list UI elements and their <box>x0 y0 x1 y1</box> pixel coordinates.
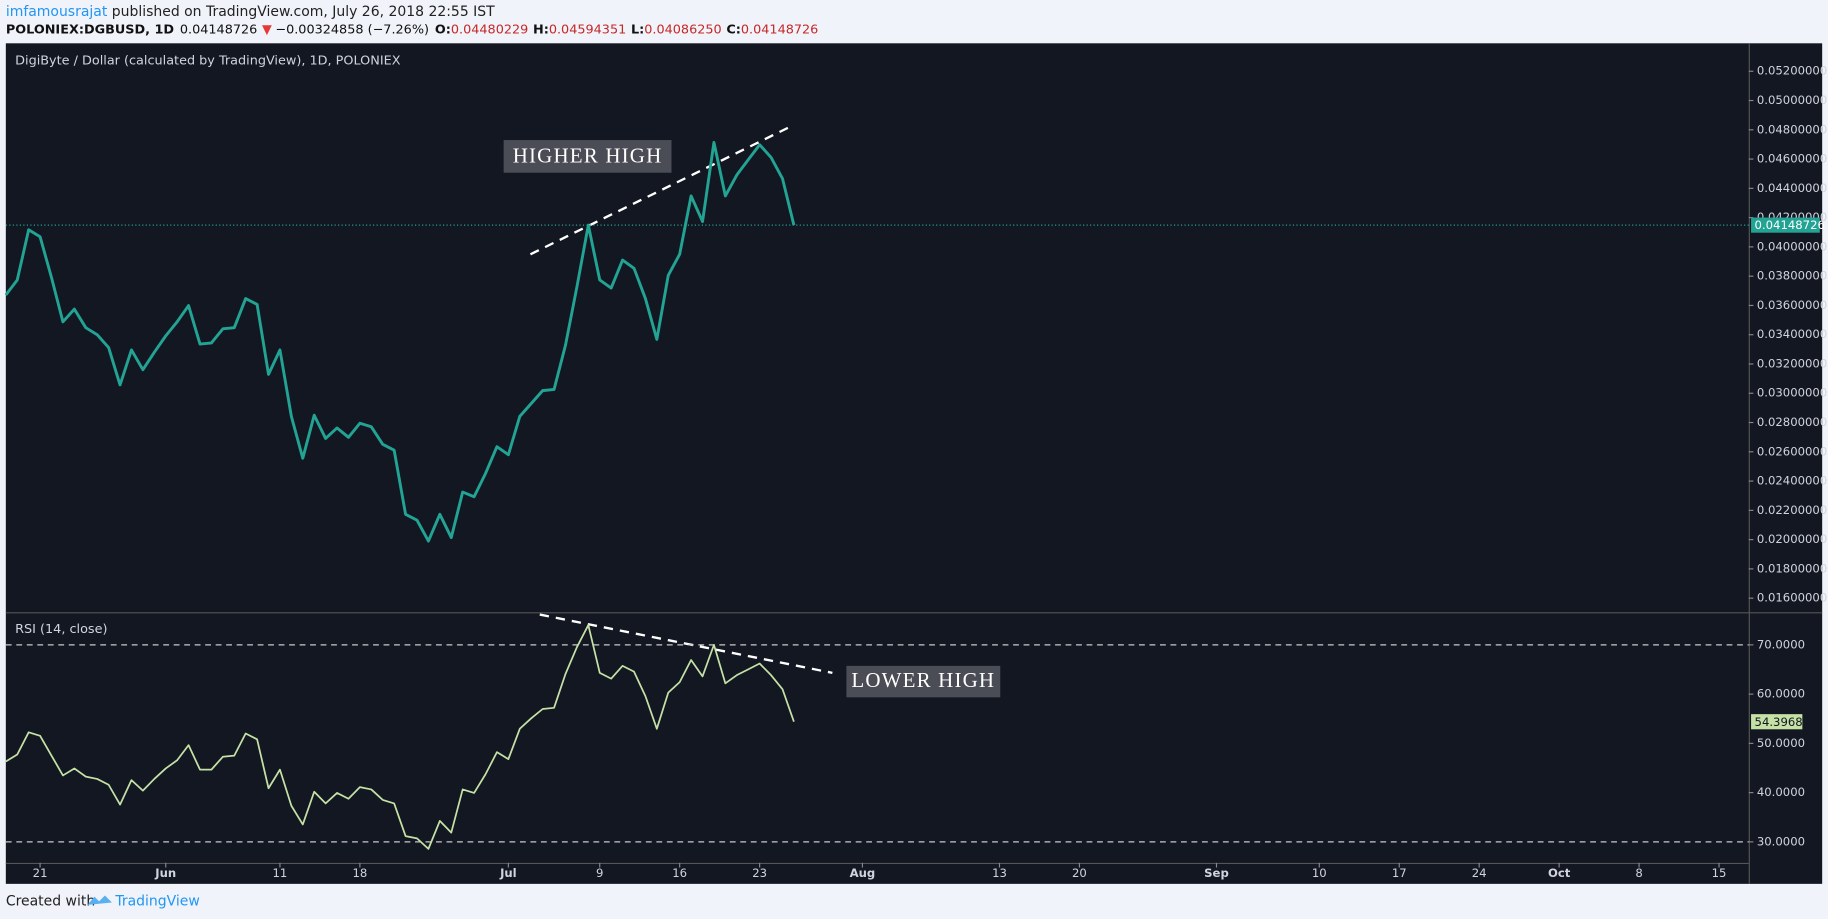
pane-title: DigiByte / Dollar (calculated by Trading… <box>15 53 401 68</box>
x-tick-label: 18 <box>352 866 367 880</box>
symbol: POLONIEX:DGBUSD, 1D <box>6 22 174 37</box>
ohlc-line: POLONIEX:DGBUSD, 1D 0.04148726 ▼ −0.0032485… <box>6 22 819 37</box>
footer-text: Created with <box>6 893 95 909</box>
chart-area <box>5 43 1823 884</box>
y-tick-label: 0.03000000 <box>1757 386 1827 400</box>
x-tick-label: Aug <box>850 866 876 880</box>
x-tick-label: 16 <box>672 866 687 880</box>
annotation: HIGHER HIGH <box>513 143 663 167</box>
x-tick-label: Oct <box>1548 866 1571 880</box>
y-tick-label: 0.02200000 <box>1757 503 1827 517</box>
o-label: O: <box>435 22 451 37</box>
author[interactable]: imfamousrajat <box>6 4 108 20</box>
y-tick-label: 0.04600000 <box>1757 152 1827 166</box>
x-tick-label: 21 <box>33 866 48 880</box>
y-tick-label: 0.05200000 <box>1757 64 1827 78</box>
high: 0.04594351 <box>549 22 626 37</box>
x-tick-label: Jul <box>499 866 517 880</box>
y-tick-label: 0.03600000 <box>1757 298 1827 312</box>
y-tick-label: 0.03200000 <box>1757 356 1827 370</box>
y-tick-label: 0.04000000 <box>1757 239 1827 253</box>
y-tick-label: 50.0000 <box>1757 736 1805 750</box>
y-tick-label: 0.02000000 <box>1757 532 1827 546</box>
series-line <box>5 624 795 850</box>
y-tick-label: 0.04800000 <box>1757 122 1827 136</box>
last: 0.04148726 <box>180 22 257 37</box>
l-label: L: <box>631 22 644 37</box>
x-tick-label: 20 <box>1072 866 1087 880</box>
plots: 0.01600000 0.01800000 0.02000000 0.02200000… <box>4 64 1827 880</box>
logo <box>87 895 112 905</box>
annotation: LOWER HIGH <box>851 668 995 692</box>
x-tick-label: 11 <box>273 866 288 880</box>
published: published on TradingView.com, July 26, 2… <box>107 4 495 20</box>
x-tick-label: 17 <box>1392 866 1407 880</box>
open: 0.04480229 <box>451 22 528 37</box>
low: 0.04086250 <box>644 22 721 37</box>
x-tick-label: Sep <box>1204 866 1229 880</box>
change: −0.00324858 (−7.26%) <box>275 22 429 37</box>
y-tick-label: 0.02400000 <box>1757 474 1827 488</box>
x-tick-label: 23 <box>752 866 767 880</box>
y-tick-label: 60.0000 <box>1757 687 1805 701</box>
y-tick-label: 0.02800000 <box>1757 415 1827 429</box>
h-label: H: <box>533 22 549 37</box>
y-tick-label: 70.0000 <box>1757 637 1805 651</box>
y-tick-label: 0.01600000 <box>1757 591 1827 605</box>
x-tick-label: 9 <box>596 866 603 880</box>
y-tick-label: 0.05000000 <box>1757 93 1827 107</box>
annotation-box <box>846 665 1001 698</box>
last-value-label: 0.04148726 <box>1755 218 1825 232</box>
series-line <box>4 140 796 543</box>
c-label: C: <box>726 22 741 37</box>
y-tick-label: 0.04400000 <box>1757 181 1827 195</box>
y-tick-label: 0.01800000 <box>1757 561 1827 575</box>
annotation-box <box>503 140 672 173</box>
publish-line: imfamousrajat published on TradingView.c… <box>6 4 495 20</box>
x-tick-label: Jun <box>154 866 176 880</box>
footer-brand[interactable]: TradingView <box>114 893 199 909</box>
x-tick-label: 15 <box>1712 866 1727 880</box>
last-value-label: 54.3968 <box>1755 715 1803 729</box>
y-tick-label: 0.03800000 <box>1757 269 1827 283</box>
last-value-box <box>1751 217 1820 233</box>
y-tick-label: 0.03400000 <box>1757 327 1827 341</box>
close: 0.04148726 <box>741 22 818 37</box>
y-tick-label: 30.0000 <box>1757 834 1805 848</box>
x-tick-label: 10 <box>1312 866 1327 880</box>
arrow: ▼ <box>262 22 272 37</box>
x-tick-label: 24 <box>1472 866 1487 880</box>
rsi-title: RSI (14, close) <box>15 622 107 637</box>
x-tick-label: 8 <box>1635 866 1642 880</box>
x-tick-label: 13 <box>992 866 1007 880</box>
y-tick-label: 40.0000 <box>1757 785 1805 799</box>
last-value-box <box>1751 714 1803 730</box>
y-tick-label: 0.02600000 <box>1757 444 1827 458</box>
